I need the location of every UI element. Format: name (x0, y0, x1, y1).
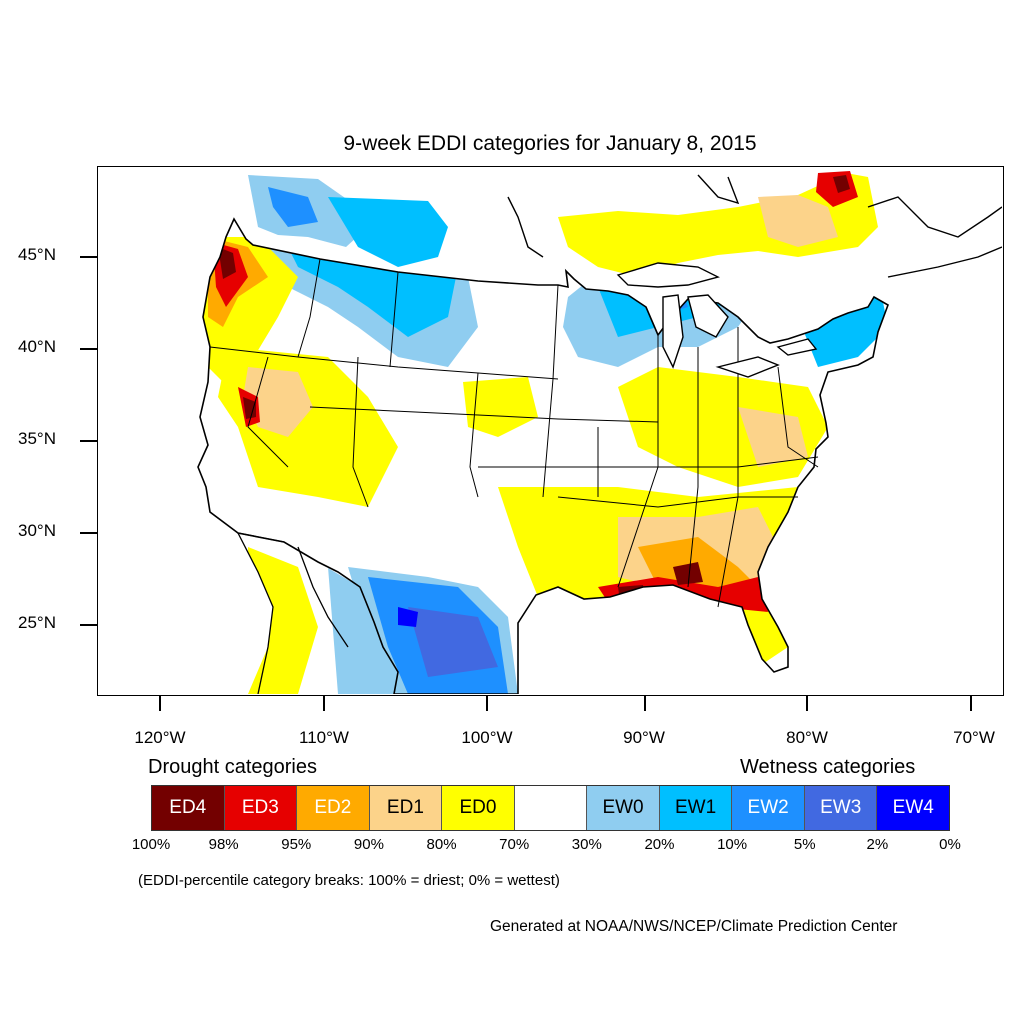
percentile-label: 90% (353, 836, 384, 853)
category-note: (EDDI-percentile category breaks: 100% =… (138, 872, 560, 889)
legend-cell (514, 786, 588, 830)
canada-shading (248, 171, 878, 277)
lon-label-70: 70°W (953, 728, 995, 747)
credit-line: Generated at NOAA/NWS/NCEP/Climate Predi… (490, 918, 898, 935)
legend-cell: EW2 (732, 786, 805, 830)
lon-tick-100 (486, 696, 488, 711)
eddi-map (197, 171, 1002, 694)
lon-tick-80 (806, 696, 808, 711)
lat-label-25: 25°N (18, 613, 56, 632)
lon-tick-70 (970, 696, 972, 711)
mexico-coast (236, 532, 285, 694)
percentile-label: 10% (717, 836, 748, 853)
legend-cell: EW4 (877, 786, 950, 830)
lon-tick-110 (323, 696, 325, 711)
percentile-label: 30% (571, 836, 602, 853)
legend-cell: ED1 (369, 786, 443, 830)
drought-caption: Drought categories (148, 756, 317, 778)
map-panel (97, 166, 1004, 696)
percentile-label: 5% (793, 836, 816, 853)
state-boundaries (209, 258, 819, 608)
canada-features (507, 174, 1002, 278)
wetness-caption: Wetness categories (740, 756, 916, 778)
legend-cell: EW1 (659, 786, 733, 830)
lat-label-35: 35°N (18, 429, 56, 448)
lon-tick-120 (159, 696, 161, 711)
great-lakes (616, 262, 818, 378)
lon-label-80: 80°W (786, 728, 828, 747)
lon-label-120: 120°W (134, 728, 186, 747)
lat-label-45: 45°N (18, 245, 56, 264)
lat-tick-45 (80, 256, 97, 258)
lon-tick-90 (644, 696, 646, 711)
legend-cell: ED3 (224, 786, 298, 830)
lon-label-110: 110°W (299, 728, 349, 747)
lon-label-90: 90°W (623, 728, 665, 747)
legend-colorbar: ED4 ED3 ED2 ED1 ED0 EW0 EW1 EW2 EW3 EW4 (151, 785, 950, 831)
lat-tick-40 (80, 348, 97, 350)
legend-cell: ED0 (442, 786, 515, 830)
lat-label-30: 30°N (18, 521, 56, 540)
percentile-label: 20% (644, 836, 675, 853)
percentile-label: 100% (131, 836, 171, 853)
percentile-label: 70% (499, 836, 530, 853)
lon-label-100: 100°W (461, 728, 513, 747)
lat-tick-35 (80, 440, 97, 442)
percentile-label: 98% (208, 836, 239, 853)
map-title: 9-week EDDI categories for January 8, 20… (343, 132, 757, 155)
legend-cell: EW3 (804, 786, 878, 830)
percentile-label: 2% (866, 836, 889, 853)
percentile-label: 80% (426, 836, 457, 853)
lat-tick-25 (80, 624, 97, 626)
percentile-label: 95% (281, 836, 312, 853)
lat-tick-30 (80, 532, 97, 534)
lat-label-40: 40°N (18, 337, 56, 356)
percentile-label: 0% (939, 836, 961, 853)
legend-cell: ED4 (152, 786, 225, 830)
legend-cell: ED2 (297, 786, 370, 830)
legend-cell: EW0 (587, 786, 660, 830)
baja-coast (297, 546, 349, 648)
